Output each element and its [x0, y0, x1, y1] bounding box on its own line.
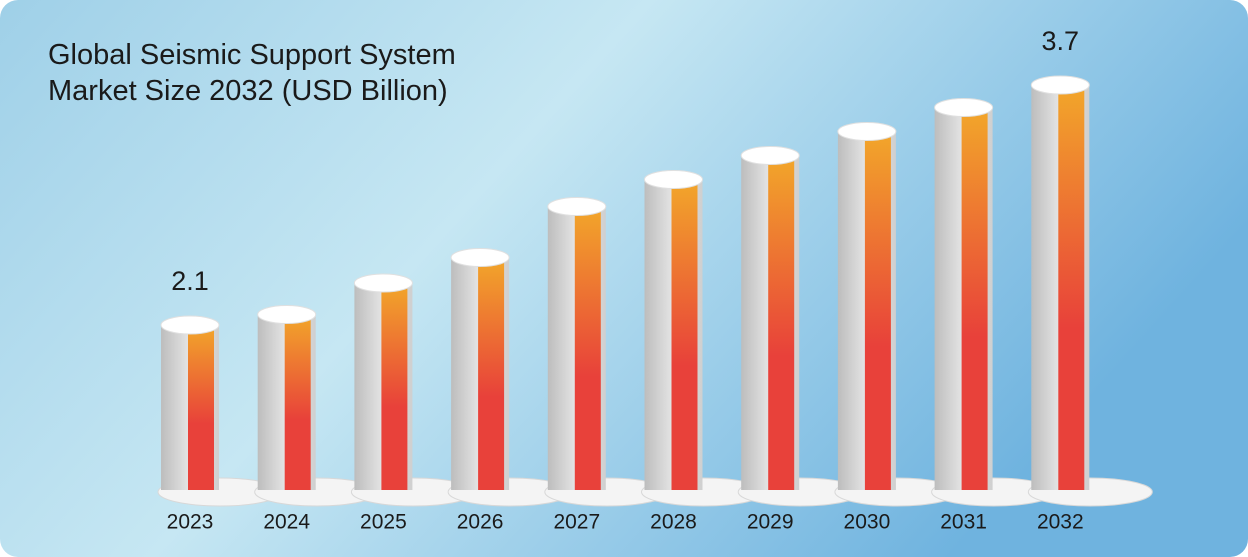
x-tick-label: 2032: [1037, 511, 1084, 534]
bar-front: [961, 107, 988, 490]
x-tick-label: 2028: [650, 511, 697, 534]
bar-cap: [450, 248, 510, 267]
bar-front: [1058, 85, 1085, 490]
x-tick-label: 2024: [263, 511, 310, 534]
x-tick-label: 2029: [747, 511, 794, 534]
bar-cap: [160, 315, 220, 335]
bar-front: [284, 314, 311, 490]
x-tick-label: 2023: [167, 511, 214, 534]
bars: 2023 2.1 2024 2025 2026 2027 2028 2029 2030 2031 2…: [157, 26, 1153, 534]
x-tick-label: 2030: [844, 511, 891, 534]
bar-front: [574, 206, 601, 490]
x-tick-label: 2025: [360, 511, 407, 534]
bar-cap: [837, 122, 897, 141]
x-tick-label: 2026: [457, 511, 504, 534]
bar-cap: [257, 305, 317, 324]
value-label: 2.1: [171, 266, 209, 296]
chart-title: Global Seismic Support System Market Size…: [48, 39, 456, 107]
bar-front: [864, 131, 891, 490]
bar-front: [381, 283, 408, 490]
value-label: 3.7: [1042, 26, 1080, 56]
bar-front: [478, 257, 505, 490]
bar-front: [188, 325, 214, 490]
x-tick-label: 2031: [940, 511, 987, 534]
bar-cap: [740, 146, 800, 165]
bar-front: [671, 179, 698, 490]
bar-cap: [353, 273, 413, 293]
bar-front: [768, 155, 795, 490]
bar-cap: [644, 170, 703, 189]
bar-cap: [934, 98, 994, 117]
bar-cap: [547, 197, 607, 216]
x-tick-label: 2027: [553, 511, 600, 534]
bar-cap: [1030, 75, 1090, 95]
